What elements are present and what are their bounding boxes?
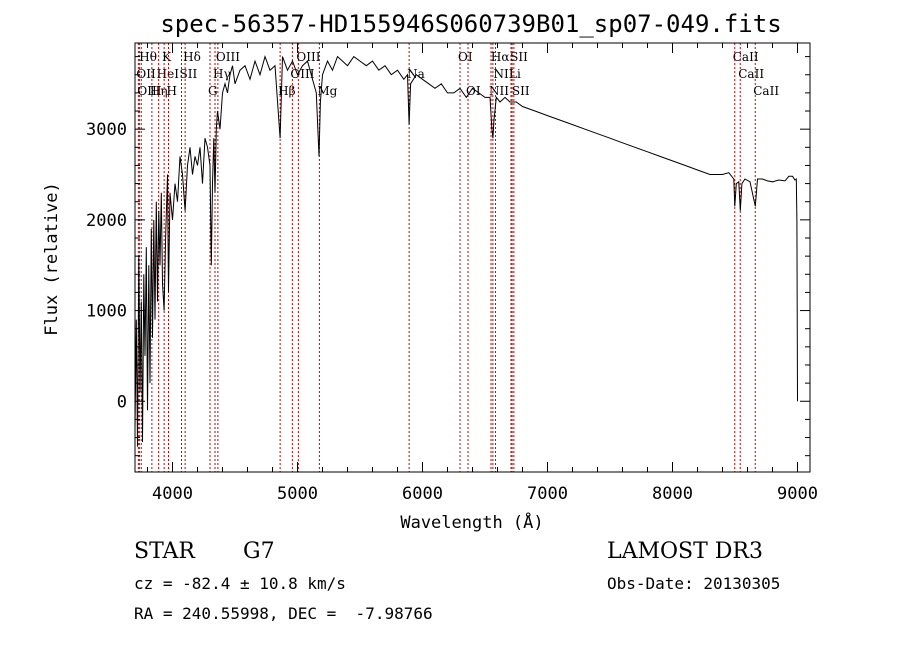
coordinates-readout: RA = 240.55998, DEC = -7.98766 xyxy=(134,604,433,623)
x-tick-label: 7000 xyxy=(527,484,568,504)
spectral-line-label: OIII xyxy=(296,50,320,64)
spectral-line-label: NII xyxy=(489,84,509,98)
y-axis-label: Flux (relative) xyxy=(42,182,62,336)
spectral-line-label: H xyxy=(167,84,177,98)
spectral-line-label: SII xyxy=(510,50,528,64)
y-axis-ticks: 0 1000 2000 3000 xyxy=(86,56,810,457)
object-type: STAR xyxy=(134,539,195,564)
x-tick-label: 4000 xyxy=(152,484,193,504)
x-tick-label: 8000 xyxy=(652,484,693,504)
spectral-line-label: NII xyxy=(494,67,514,81)
spectral-line-label: CaII xyxy=(753,84,779,98)
spectral-line-label: SII xyxy=(180,67,198,81)
survey-name: LAMOST DR3 xyxy=(607,539,763,564)
spectral-line-label: Hδ xyxy=(183,50,201,64)
spectral-line-label: CaII xyxy=(738,67,764,81)
observation-date: Obs-Date: 20130305 xyxy=(607,574,781,593)
spectral-line-label: CaII xyxy=(733,50,759,64)
spectrum-line xyxy=(134,54,798,447)
spectral-line-label: OI xyxy=(466,84,481,98)
spectral-line-label: SII xyxy=(512,84,530,98)
x-axis-label: Wavelength (Å) xyxy=(400,511,543,533)
spectral-line-label: Hα xyxy=(491,50,510,64)
spectral-line-label: HeI xyxy=(157,67,180,81)
y-tick-label: 3000 xyxy=(86,120,127,140)
spectral-line-label: G xyxy=(208,84,218,98)
x-tick-label: 5000 xyxy=(277,484,318,504)
spectral-line-label: OI xyxy=(458,50,473,64)
redshift-readout: cz = -82.4 ± 10.8 km/s xyxy=(134,574,346,593)
spectral-line-label: OIII xyxy=(137,84,161,98)
y-tick-label: 2000 xyxy=(86,211,127,231)
x-axis-ticks: 4000 5000 6000 7000 8000 9000 xyxy=(147,43,818,504)
plot-frame xyxy=(134,42,811,473)
y-tick-label: 0 xyxy=(117,392,127,412)
x-tick-label: 6000 xyxy=(402,484,443,504)
spectral-line-label: Hβ xyxy=(278,84,295,98)
object-subclass: G7 xyxy=(243,539,275,564)
line-markers: HθOIIOIIIHηHeIKHSIIHδGHγOIIIHβOIIIOIIIMg… xyxy=(136,43,779,472)
x-tick-label: 9000 xyxy=(777,484,818,504)
y-tick-label: 1000 xyxy=(86,302,127,322)
spectral-line-label: Li xyxy=(509,67,521,81)
spectral-line-label: OII xyxy=(136,67,156,81)
spectral-line-label: Hγ xyxy=(213,67,231,81)
spectral-line-label: Mg xyxy=(317,84,337,98)
spectral-line-label: OIII xyxy=(216,50,240,64)
spectral-line-label: K xyxy=(162,50,172,64)
chart-title: spec-56357-HD155946S060739B01_sp07-049.f… xyxy=(160,10,781,38)
spectral-line-label: Hθ xyxy=(139,50,157,64)
